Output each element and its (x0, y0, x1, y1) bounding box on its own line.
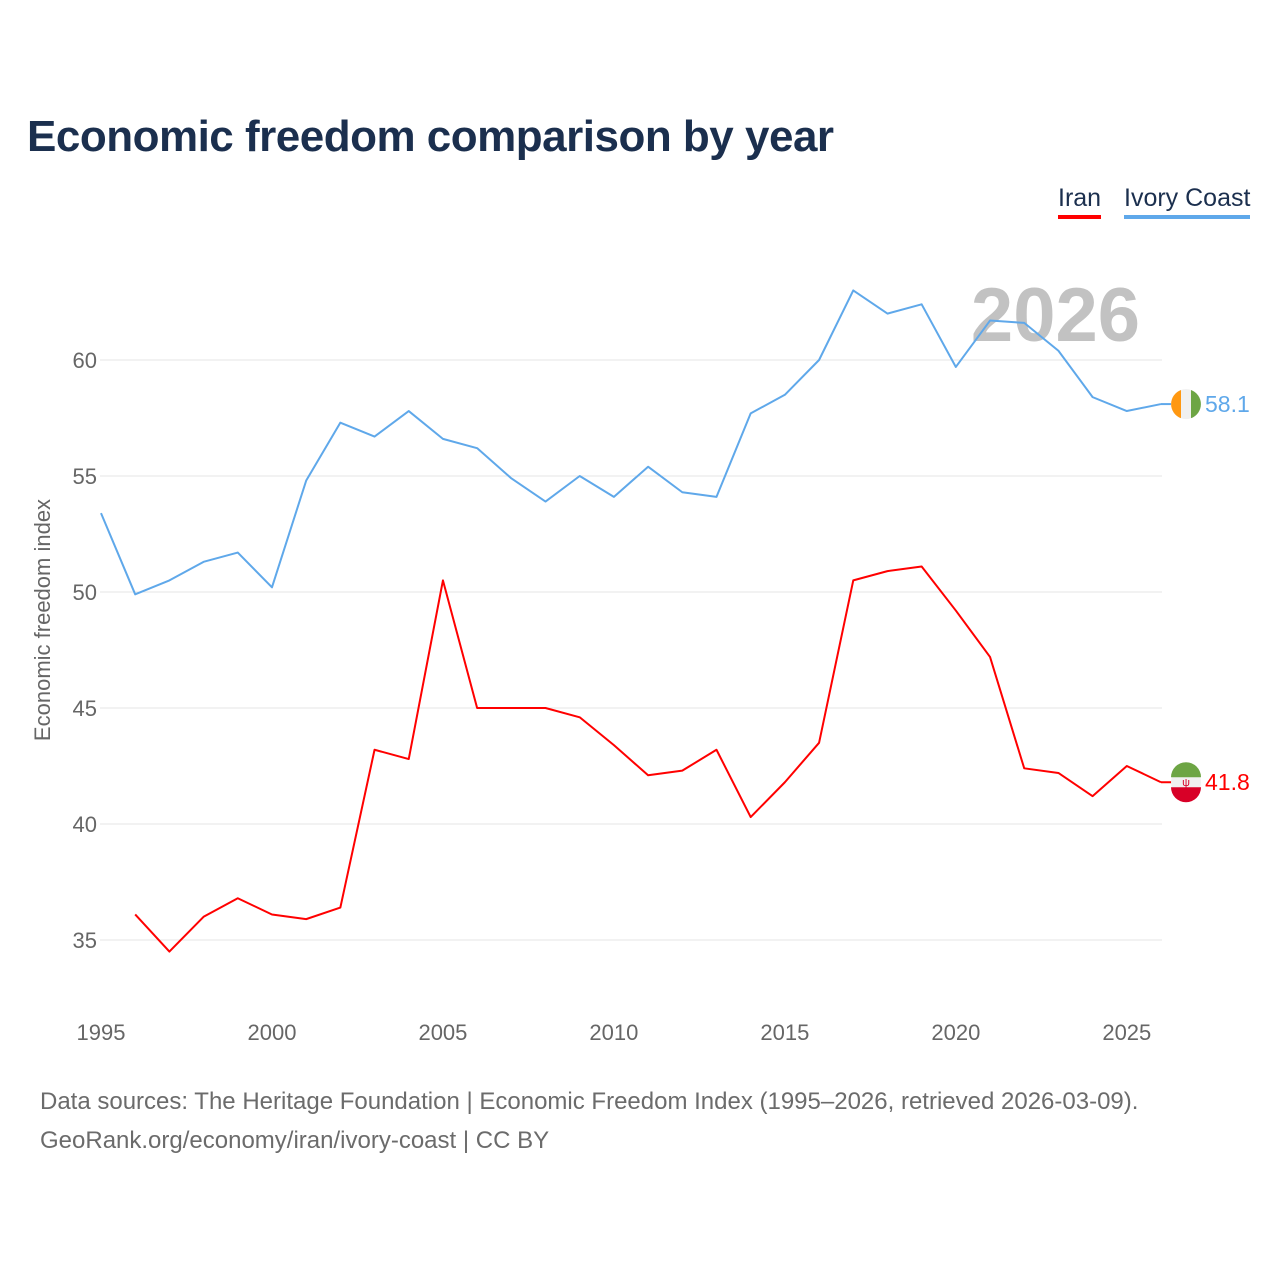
data-point (133, 912, 137, 916)
data-point (1125, 409, 1129, 413)
flag-stripe-orange (1171, 389, 1181, 419)
y-tick-label: 55 (73, 464, 97, 489)
data-point (680, 490, 684, 494)
data-point (270, 912, 274, 916)
source-line: Data sources: The Heritage Foundation | … (40, 1088, 1139, 1115)
data-point (236, 896, 240, 900)
data-point (783, 780, 787, 784)
data-point (817, 741, 821, 745)
data-point (954, 609, 958, 613)
data-point (612, 495, 616, 499)
flag-stripe-red (1171, 787, 1201, 803)
data-point (270, 585, 274, 589)
data-point (714, 495, 718, 499)
source-url: GeoRank.org/economy/iran/ivory-coast | C… (40, 1127, 550, 1154)
data-point (1091, 395, 1095, 399)
data-point (441, 578, 445, 582)
data-point (202, 560, 206, 564)
x-tick-label: 2000 (247, 1020, 296, 1045)
flag-stripe-green (1171, 762, 1201, 778)
data-point (680, 769, 684, 773)
data-point (338, 421, 342, 425)
data-point (714, 748, 718, 752)
data-point (646, 465, 650, 469)
data-point (920, 302, 924, 306)
data-point (544, 500, 548, 504)
year-watermark: 2026 (971, 273, 1140, 358)
data-point (475, 706, 479, 710)
data-point (304, 479, 308, 483)
series-line-ivory-coast (100, 289, 1162, 596)
data-point (167, 578, 171, 582)
data-point (851, 578, 855, 582)
data-point (407, 409, 411, 413)
data-point (612, 743, 616, 747)
data-point (988, 319, 992, 323)
data-point (236, 551, 240, 555)
end-value-label: 41.8 (1205, 769, 1250, 795)
data-point (1056, 349, 1060, 353)
data-point (407, 757, 411, 761)
data-point (475, 446, 479, 450)
series-line-iran (134, 565, 1162, 953)
data-point (373, 748, 377, 752)
data-point (373, 435, 377, 439)
data-point (99, 511, 103, 515)
end-value-label: 58.1 (1205, 391, 1250, 417)
chart-title: Economic freedom comparison by year (27, 112, 834, 161)
data-point (441, 437, 445, 441)
data-point (338, 906, 342, 910)
legend-item-ivory-coast[interactable]: Ivory Coast (1124, 184, 1251, 219)
data-point (578, 474, 582, 478)
x-tick-label: 2005 (418, 1020, 467, 1045)
data-point (304, 917, 308, 921)
data-point (509, 706, 513, 710)
data-point (133, 592, 137, 596)
y-tick-label: 35 (73, 928, 97, 953)
data-point (1125, 764, 1129, 768)
data-point (885, 312, 889, 316)
y-tick-label: 45 (73, 696, 97, 721)
data-point (167, 950, 171, 954)
data-point (988, 655, 992, 659)
flag-stripe-green (1191, 389, 1201, 419)
data-point (954, 365, 958, 369)
data-point (1022, 321, 1026, 325)
data-point (749, 411, 753, 415)
y-axis-label: Economic freedom index (30, 499, 55, 741)
x-tick-label: 2020 (931, 1020, 980, 1045)
data-point (783, 393, 787, 397)
y-tick-label: 60 (73, 348, 97, 373)
y-tick-label: 40 (73, 812, 97, 837)
data-point (1022, 766, 1026, 770)
data-point (509, 476, 513, 480)
data-point (1056, 771, 1060, 775)
y-tick-label: 50 (73, 580, 97, 605)
data-point (851, 288, 855, 292)
x-tick-label: 1995 (77, 1020, 126, 1045)
data-point (885, 569, 889, 573)
data-point (578, 715, 582, 719)
x-tick-label: 2025 (1102, 1020, 1151, 1045)
data-point (646, 773, 650, 777)
flag-emblem: ψ (1182, 777, 1190, 789)
data-point (749, 815, 753, 819)
data-point (920, 564, 924, 568)
x-tick-label: 2010 (589, 1020, 638, 1045)
data-point (544, 706, 548, 710)
data-point (817, 358, 821, 362)
data-point (1091, 794, 1095, 798)
legend-item-iran[interactable]: Iran (1058, 184, 1102, 219)
x-tick-label: 2015 (760, 1020, 809, 1045)
data-point (202, 915, 206, 919)
